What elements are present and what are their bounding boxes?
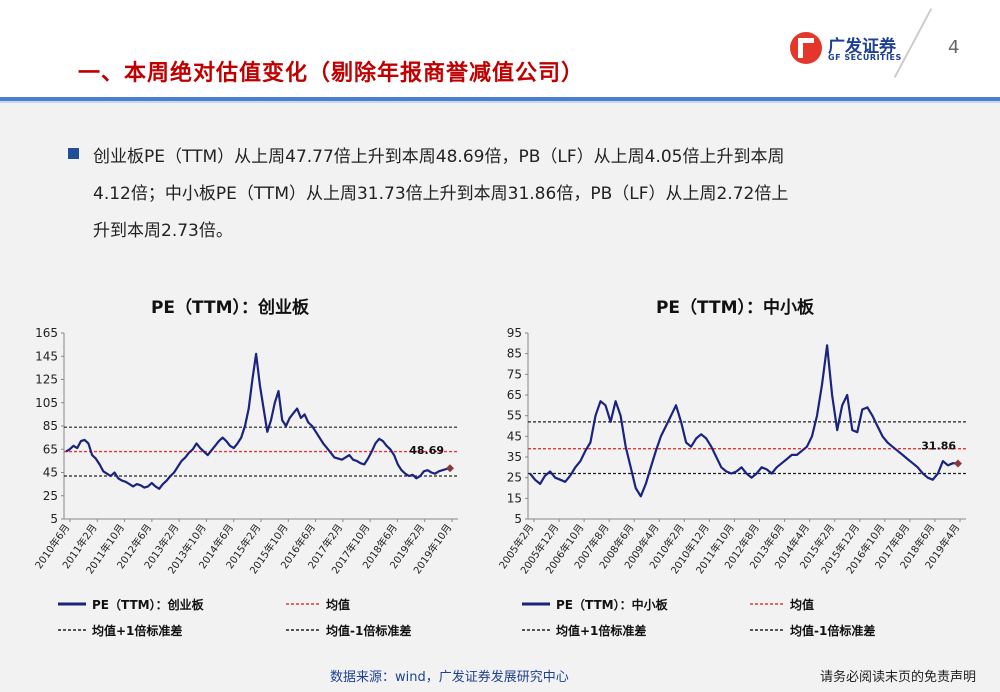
chart-title: PE（TTM）：创业板 (151, 297, 310, 318)
summary-line: 升到本周2.73倍。 (93, 221, 233, 241)
legend-label-upper: 均值+1倍标准差 (556, 623, 646, 638)
legend-label-series: PE（TTM）：创业板 (92, 597, 205, 612)
summary-line: 创业板PE（TTM）从上周47.77倍上升到本周48.69倍，PB（LF）从上周… (93, 147, 785, 167)
disclaimer: 请务必阅读末页的免责声明 (820, 670, 977, 685)
end-value-label: 31.86 (921, 439, 956, 452)
header-bar (0, 97, 1000, 101)
y-tick-label: 5 (50, 512, 58, 526)
y-tick-label: 95 (507, 326, 522, 340)
source-note: 数据来源：wind，广发证券发展研究中心 (330, 670, 569, 685)
end-point-marker (446, 464, 454, 473)
logo: 广发证券 GF SECURITIES (790, 32, 930, 68)
page-number: 4 (948, 37, 960, 58)
y-tick-label: 45 (507, 429, 522, 443)
pe-series-line (529, 344, 959, 498)
logo-icon (790, 32, 822, 64)
y-tick-label: 85 (43, 419, 58, 433)
end-value-label: 48.69 (409, 444, 444, 457)
legend-label-mean: 均值 (326, 597, 350, 612)
y-tick-label: 125 (35, 373, 58, 387)
y-tick-label: 145 (35, 349, 58, 363)
page-title: 一、本周绝对估值变化（剔除年报商誉减值公司） (78, 61, 585, 86)
y-tick-label: 85 (507, 347, 522, 361)
chart-title: PE（TTM）：中小板 (656, 297, 815, 318)
legend-label-lower: 均值-1倍标准差 (326, 623, 411, 638)
end-point-marker (954, 459, 962, 468)
legend-label-upper: 均值+1倍标准差 (92, 623, 182, 638)
y-tick-label: 65 (43, 442, 58, 456)
y-tick-label: 165 (35, 326, 58, 340)
header: 一、本周绝对估值变化（剔除年报商誉减值公司） 广发证券 GF SECURITIE… (0, 0, 1000, 97)
legend-label-mean: 均值 (790, 597, 814, 612)
y-tick-label: 5 (514, 512, 522, 526)
pe-series-line (65, 352, 451, 490)
y-tick-label: 55 (507, 409, 522, 423)
summary-paragraph: 创业板PE（TTM）从上周47.77倍上升到本周48.69倍，PB（LF）从上周… (93, 139, 923, 250)
y-tick-label: 25 (43, 489, 58, 503)
y-tick-label: 65 (507, 388, 522, 402)
y-tick-label: 15 (507, 491, 522, 505)
y-tick-label: 45 (43, 466, 58, 480)
y-tick-label: 75 (507, 367, 522, 381)
header-bar-light (0, 101, 1000, 103)
y-tick-label: 25 (507, 471, 522, 485)
bullet-icon (68, 148, 79, 159)
legend-label-series: PE（TTM）：中小板 (556, 597, 669, 612)
logo-text-cn: 广发证券 (828, 37, 896, 57)
logo-text-en: GF SECURITIES (828, 53, 902, 62)
y-tick-label: 35 (507, 450, 522, 464)
legend-label-lower: 均值-1倍标准差 (790, 623, 875, 638)
summary-line: 4.12倍；中小板PE（TTM）从上周31.73倍上升到本周31.86倍，PB（… (93, 184, 789, 204)
y-tick-label: 105 (35, 396, 58, 410)
